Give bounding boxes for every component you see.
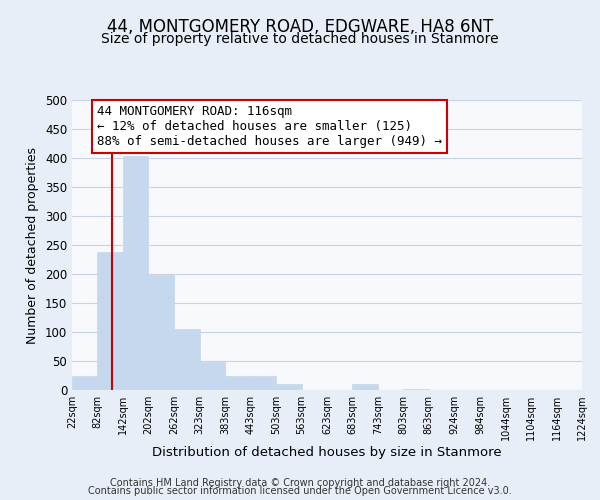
Bar: [276, 384, 302, 390]
Bar: [225, 376, 251, 390]
Text: Contains public sector information licensed under the Open Government Licence v3: Contains public sector information licen…: [88, 486, 512, 496]
X-axis label: Distribution of detached houses by size in Stanmore: Distribution of detached houses by size …: [152, 446, 502, 459]
Bar: [174, 329, 200, 390]
Bar: [200, 362, 225, 390]
Bar: [352, 384, 378, 390]
Bar: [148, 274, 174, 390]
Text: Contains HM Land Registry data © Crown copyright and database right 2024.: Contains HM Land Registry data © Crown c…: [110, 478, 490, 488]
Bar: [97, 252, 123, 390]
Bar: [403, 389, 429, 390]
Y-axis label: Number of detached properties: Number of detached properties: [26, 146, 40, 344]
Bar: [72, 376, 97, 390]
Text: 44, MONTGOMERY ROAD, EDGWARE, HA8 6NT: 44, MONTGOMERY ROAD, EDGWARE, HA8 6NT: [107, 18, 493, 36]
Bar: [251, 376, 276, 390]
Bar: [123, 156, 148, 390]
Text: 44 MONTGOMERY ROAD: 116sqm
← 12% of detached houses are smaller (125)
88% of sem: 44 MONTGOMERY ROAD: 116sqm ← 12% of deta…: [97, 104, 442, 148]
Text: Size of property relative to detached houses in Stanmore: Size of property relative to detached ho…: [101, 32, 499, 46]
